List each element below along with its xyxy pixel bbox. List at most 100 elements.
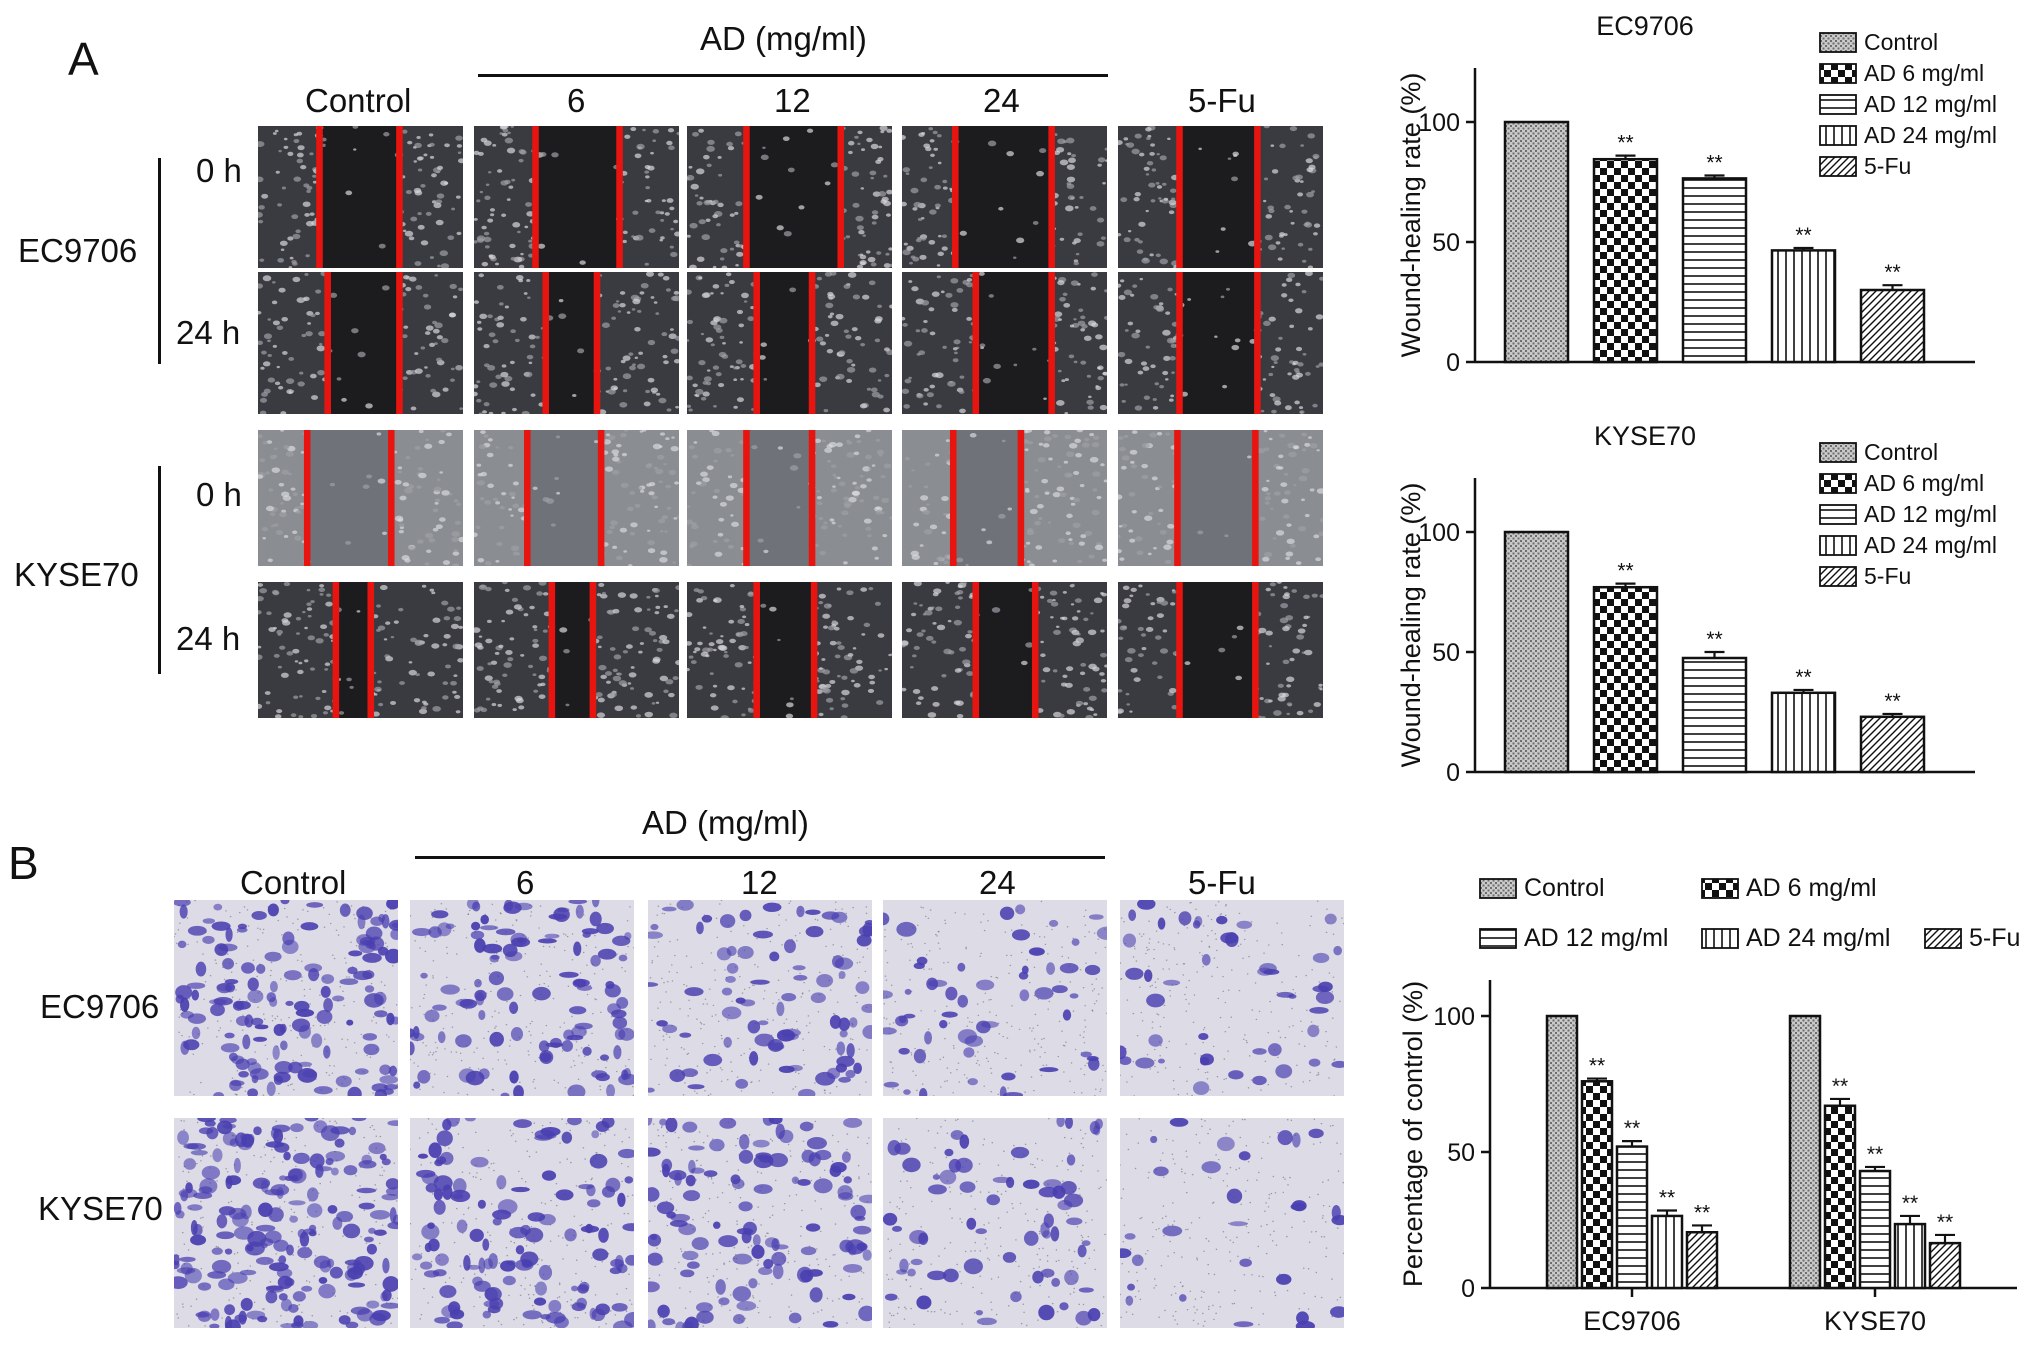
transwell-legend-swatch — [1701, 928, 1739, 949]
wound-image-ec-0h-col4 — [1118, 126, 1323, 268]
panel-a-ec9706-0h: 0 h — [196, 152, 242, 189]
panel-a-col-control: Control — [305, 82, 412, 119]
panel-b-col-5fu: 5-Fu — [1188, 864, 1256, 901]
kyse70-y-tick-label: 50 — [1432, 639, 1460, 667]
ec9706-bar — [1592, 157, 1659, 364]
transwell-image-kyse70-col4 — [1120, 1118, 1344, 1328]
ec9706-significance: ** — [1706, 152, 1722, 175]
panel-a-kyse70-24h: 24 h — [176, 620, 241, 657]
kyse70-legend-label: AD 12 mg/ml — [1864, 501, 1997, 527]
wound-image-ky-0h-col4 — [1118, 430, 1323, 566]
wound-image-ky-0h-col3 — [902, 430, 1107, 566]
transwell-legend-swatch — [1479, 928, 1517, 949]
panel-a-group-bracket — [478, 74, 1108, 77]
transwell-significance: ** — [1694, 1201, 1710, 1224]
transwell-bar — [1650, 1214, 1684, 1290]
transwell-legend-swatch — [1479, 878, 1517, 899]
wound-image-ec-24h-col4 — [1118, 272, 1323, 414]
panel-b-row-kyse70: KYSE70 — [38, 1190, 163, 1227]
kyse70-bar — [1859, 715, 1926, 774]
ec9706-legend-label: AD 6 mg/ml — [1864, 60, 1984, 86]
transwell-bar — [1928, 1241, 1962, 1290]
panel-b-group-label: AD (mg/ml) — [642, 804, 809, 841]
kyse70-significance: ** — [1884, 690, 1900, 713]
panel-b-col-control: Control — [240, 864, 347, 901]
panel-a-ec9706-24h: 24 h — [176, 314, 241, 351]
kyse70-bar — [1503, 530, 1570, 774]
transwell-legend-label: AD 24 mg/ml — [1746, 924, 1890, 952]
panel-b-row-ec9706: EC9706 — [40, 988, 160, 1025]
ec9706-bar — [1503, 120, 1570, 364]
ec9706-legend-swatch — [1819, 63, 1857, 84]
transwell-image-kyse70-col0 — [174, 1118, 398, 1328]
kyse70-bar — [1770, 691, 1837, 774]
wound-image-ec-24h-col0 — [258, 272, 463, 414]
wound-image-ky-24h-col3 — [902, 582, 1107, 718]
transwell-significance: ** — [1867, 1143, 1883, 1166]
panel-a-group-label: AD (mg/ml) — [700, 20, 867, 57]
ec9706-bar — [1770, 249, 1837, 364]
wound-image-ky-0h-col2 — [687, 430, 892, 566]
kyse70-title: KYSE70 — [1594, 421, 1696, 451]
kyse70-bar — [1681, 656, 1748, 774]
kyse70-legend-swatch — [1819, 535, 1857, 556]
transwell-image-kyse70-col2 — [648, 1118, 872, 1328]
kyse70-legend-swatch — [1819, 473, 1857, 494]
ec9706-significance: ** — [1617, 132, 1633, 155]
transwell-image-ec9706-col0 — [174, 900, 398, 1096]
wound-image-ky-0h-col0 — [258, 430, 463, 566]
ec9706-significance: ** — [1795, 224, 1811, 247]
ec9706-bar — [1681, 177, 1748, 364]
transwell-legend-swatch — [1701, 878, 1739, 899]
kyse70-legend-swatch — [1819, 442, 1857, 463]
ec9706-legend-swatch — [1819, 156, 1857, 177]
transwell-bar — [1615, 1145, 1649, 1290]
chart-transwell-percentage: Control AD 6 mg/ml AD 12 mg/ml AD 24 mg/ml 5… — [1398, 874, 2020, 1336]
kyse70-y-tick-label: 0 — [1446, 759, 1460, 787]
wound-image-ec-0h-col3 — [902, 126, 1107, 268]
transwell-significance: ** — [1937, 1211, 1953, 1234]
panel-a-kyse70-0h: 0 h — [196, 476, 242, 513]
transwell-legend-swatch — [1924, 928, 1962, 949]
transwell-bar — [1788, 1014, 1822, 1290]
panel-a-row-kyse70: KYSE70 — [14, 556, 139, 593]
panel-a-row-ec9706: EC9706 — [18, 232, 138, 269]
panel-a-col-24: 24 — [983, 82, 1020, 119]
wound-image-ec-24h-col1 — [474, 272, 679, 414]
transwell-image-kyse70-col3 — [883, 1118, 1107, 1328]
panel-b-col-12: 12 — [741, 864, 778, 901]
transwell-image-ec9706-col4 — [1120, 900, 1344, 1096]
transwell-bar — [1580, 1080, 1614, 1290]
ec9706-y-tick-label: 50 — [1432, 229, 1460, 257]
transwell-significance: ** — [1624, 1117, 1640, 1140]
kyse70-significance: ** — [1706, 628, 1722, 651]
wound-image-ky-24h-col1 — [474, 582, 679, 718]
wound-image-ky-24h-col2 — [687, 582, 892, 718]
kyse70-legend-label: AD 6 mg/ml — [1864, 470, 1984, 496]
ec9706-y-axis-label: Wound-healing rate (%) — [1396, 73, 1426, 358]
kyse70-significance: ** — [1617, 560, 1633, 583]
transwell-y-tick-label: 100 — [1433, 1003, 1475, 1031]
transwell-image-ec9706-col2 — [648, 900, 872, 1096]
panel-b-letter: B — [8, 837, 39, 889]
wound-image-ec-24h-col3 — [902, 272, 1107, 414]
wound-image-ec-24h-col2 — [687, 272, 892, 414]
transwell-bar — [1858, 1169, 1892, 1290]
ec9706-y-tick-label: 100 — [1418, 109, 1460, 137]
kyse70-legend-swatch — [1819, 566, 1857, 587]
panel-b-col-24: 24 — [979, 864, 1016, 901]
transwell-bar — [1685, 1230, 1719, 1290]
ec9706-legend-swatch — [1819, 94, 1857, 115]
kyse70-y-tick-label: 100 — [1418, 519, 1460, 547]
transwell-image-ec9706-col3 — [883, 900, 1107, 1096]
kyse70-legend-label: Control — [1864, 439, 1938, 465]
transwell-x-tick-label: EC9706 — [1583, 1306, 1681, 1336]
transwell-significance: ** — [1832, 1075, 1848, 1098]
transwell-image-kyse70-col1 — [410, 1118, 634, 1328]
kyse70-legend-label: 5-Fu — [1864, 563, 1911, 589]
ec9706-legend-label: 5-Fu — [1864, 153, 1911, 179]
transwell-legend-label: AD 6 mg/ml — [1746, 874, 1877, 902]
transwell-legend-label: AD 12 mg/ml — [1524, 924, 1668, 952]
kyse70-legend-swatch — [1819, 504, 1857, 525]
